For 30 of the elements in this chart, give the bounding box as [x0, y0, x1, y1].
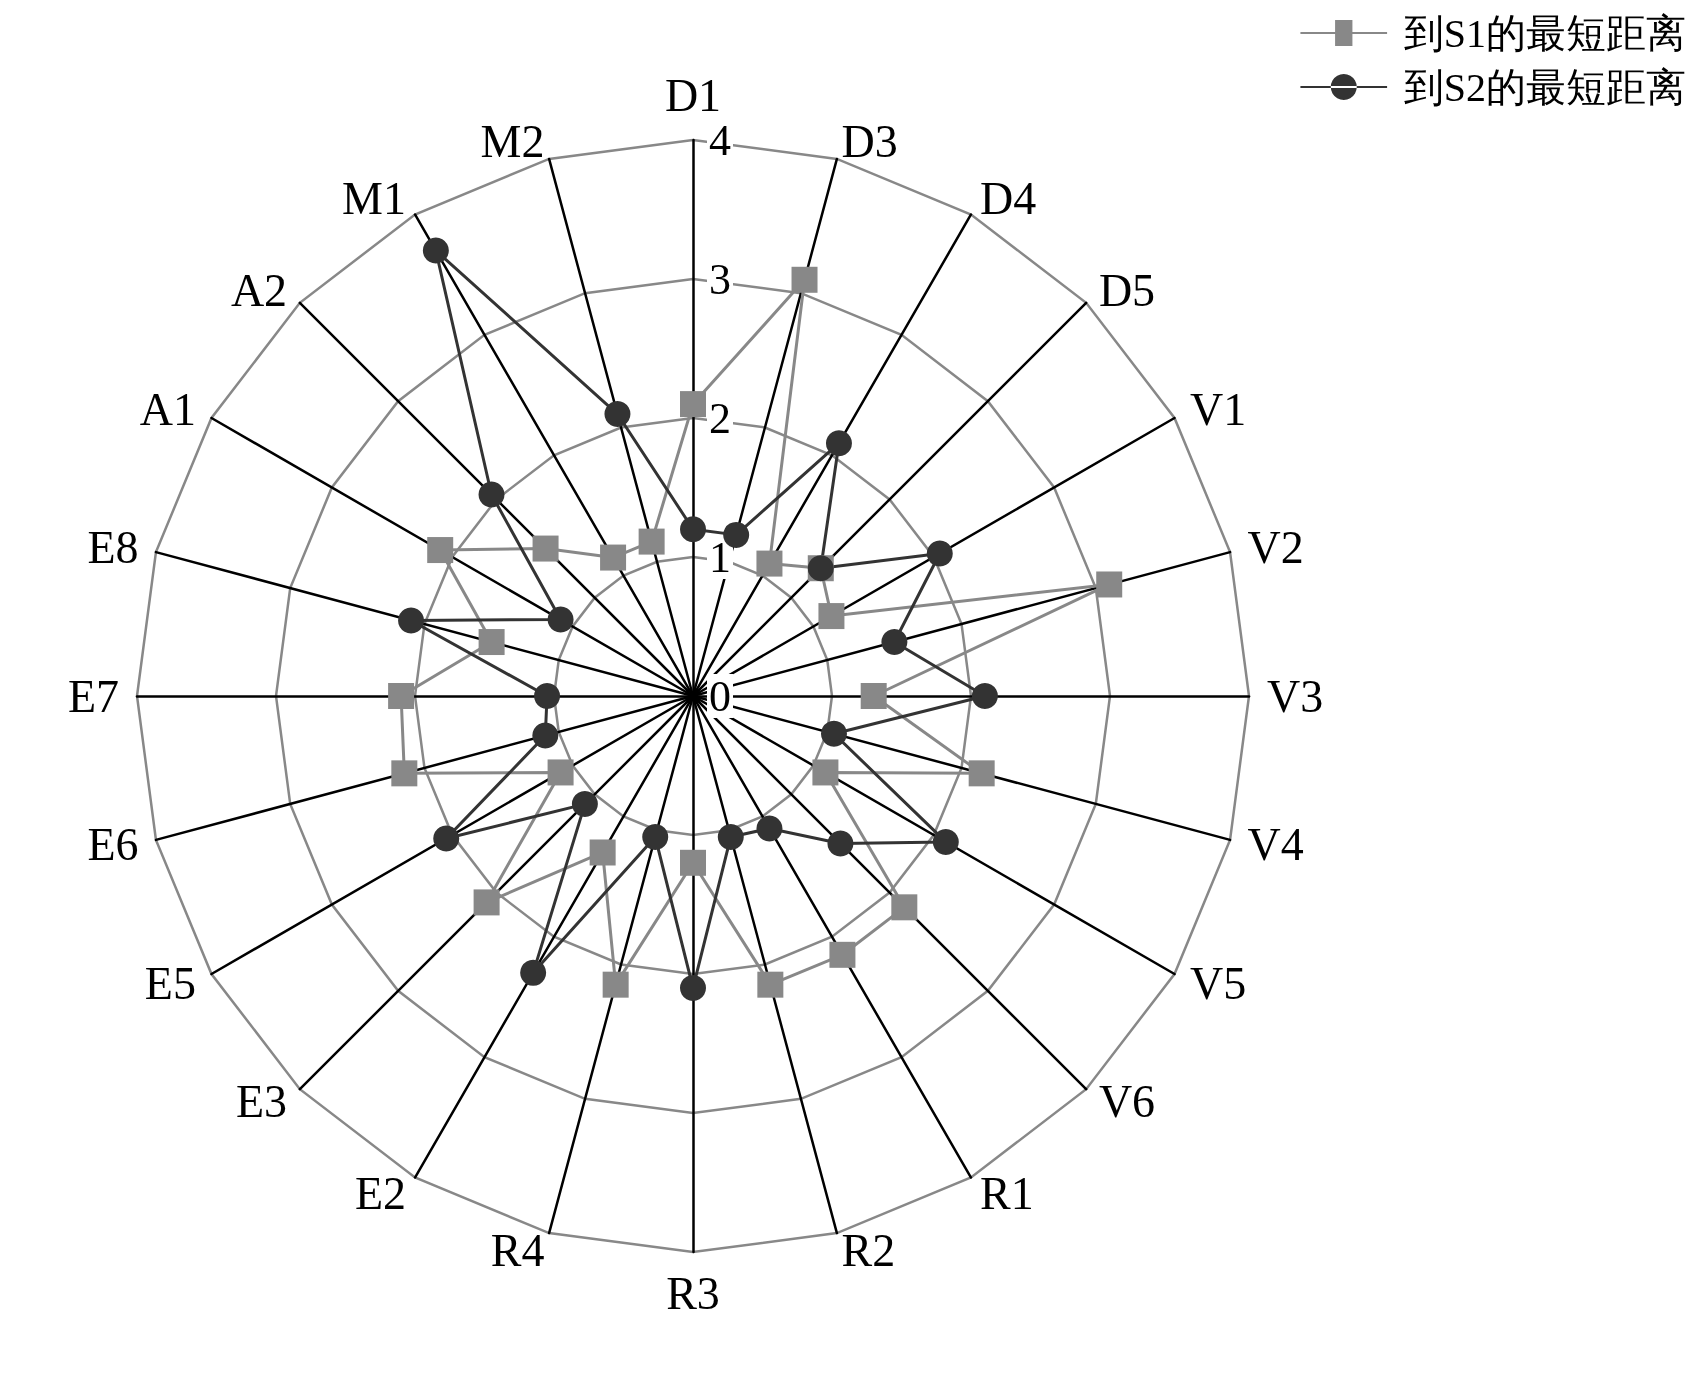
- spoke-label: E8: [87, 521, 139, 573]
- spoke-label: E3: [236, 1076, 288, 1128]
- spoke-label: E6: [87, 819, 139, 871]
- spoke-label: D4: [980, 173, 1037, 225]
- spoke-label: D5: [1098, 264, 1156, 316]
- legend-label: 到S1的最短距离: [1403, 10, 1686, 56]
- y-tick-label: 3: [709, 254, 731, 304]
- spoke-label: R1: [980, 1167, 1034, 1219]
- spoke-label: V1: [1190, 383, 1247, 435]
- y-tick-label: 0: [709, 671, 731, 721]
- spoke-label: V6: [1098, 1076, 1156, 1128]
- y-tick-label: 4: [709, 115, 731, 165]
- spoke-label: R4: [490, 1224, 545, 1276]
- spoke-label: E7: [67, 670, 119, 722]
- spoke-label: V2: [1247, 521, 1304, 573]
- spoke-label: E2: [354, 1167, 406, 1219]
- spoke-label: D3: [841, 116, 898, 168]
- spoke-label: R3: [666, 1267, 720, 1319]
- spoke-label: V4: [1247, 819, 1304, 871]
- spoke-label: R2: [841, 1224, 896, 1276]
- spoke-label: V3: [1267, 670, 1324, 722]
- spoke-label: M2: [480, 116, 545, 168]
- y-tick-label: 2: [709, 393, 731, 443]
- spoke-label: A1: [139, 383, 196, 435]
- y-tick-label: 1: [709, 532, 731, 582]
- spoke-label: A2: [230, 264, 288, 316]
- spoke-label: E5: [144, 957, 196, 1009]
- spoke-label: V5: [1190, 957, 1247, 1009]
- spoke-label: M1: [342, 173, 406, 225]
- legend-label: 到S2的最短距离: [1403, 64, 1686, 110]
